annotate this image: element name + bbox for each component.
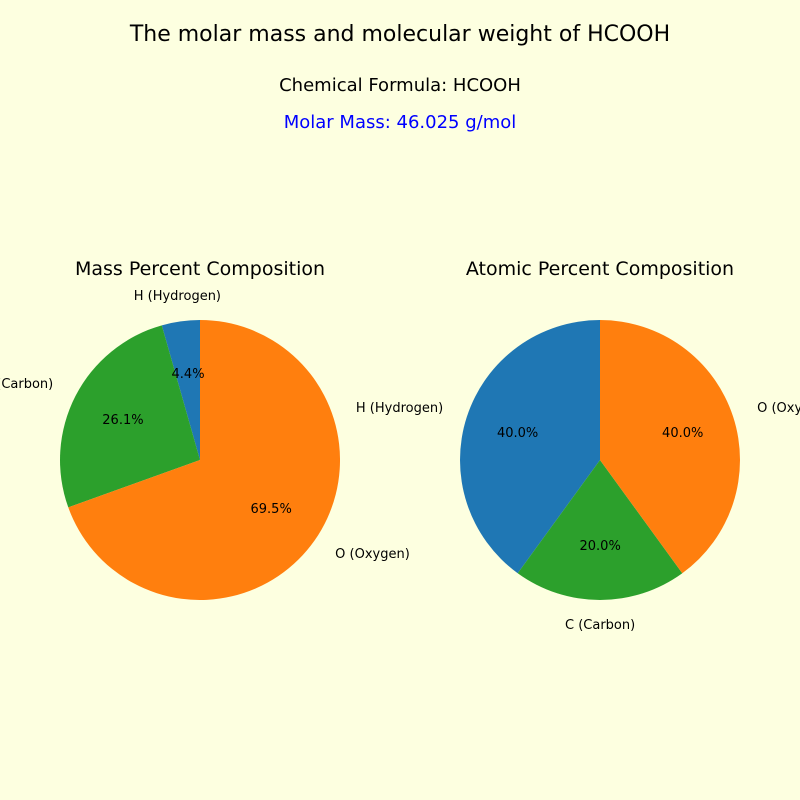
mass-chart-column: Mass Percent Composition H (Hydrogen)4.4… bbox=[0, 258, 400, 758]
formula-line: Chemical Formula: HCOOH bbox=[0, 75, 800, 96]
page-title: The molar mass and molecular weight of H… bbox=[0, 0, 800, 47]
mass-pie-chart bbox=[60, 320, 340, 600]
slice-pct-o: 69.5% bbox=[251, 502, 292, 517]
atomic-chart-title: Atomic Percent Composition bbox=[400, 258, 800, 280]
atomic-chart-column: Atomic Percent Composition H (Hydrogen)4… bbox=[400, 258, 800, 758]
slice-label-c: C (Carbon) bbox=[565, 618, 635, 633]
slice-pct-c: 26.1% bbox=[102, 413, 143, 428]
slice-pct-h: 40.0% bbox=[497, 426, 538, 441]
atomic-pie-wrap: H (Hydrogen)40.0%C (Carbon)20.0%O (Oxyge… bbox=[460, 320, 740, 600]
charts-row: Mass Percent Composition H (Hydrogen)4.4… bbox=[0, 258, 800, 758]
slice-label-c: C (Carbon) bbox=[0, 377, 53, 392]
molar-mass-line: Molar Mass: 46.025 g/mol bbox=[0, 112, 800, 133]
mass-chart-title: Mass Percent Composition bbox=[0, 258, 400, 280]
slice-label-o: O (Oxygen) bbox=[757, 401, 800, 416]
slice-label-h: H (Hydrogen) bbox=[356, 401, 443, 416]
slice-label-o: O (Oxygen) bbox=[335, 547, 410, 562]
slice-pct-o: 40.0% bbox=[662, 426, 703, 441]
slice-pct-c: 20.0% bbox=[580, 539, 621, 554]
slice-pct-h: 4.4% bbox=[172, 367, 205, 382]
slice-label-h: H (Hydrogen) bbox=[134, 289, 221, 304]
mass-pie-wrap: H (Hydrogen)4.4%C (Carbon)26.1%O (Oxygen… bbox=[60, 320, 340, 600]
atomic-pie-chart bbox=[460, 320, 740, 600]
